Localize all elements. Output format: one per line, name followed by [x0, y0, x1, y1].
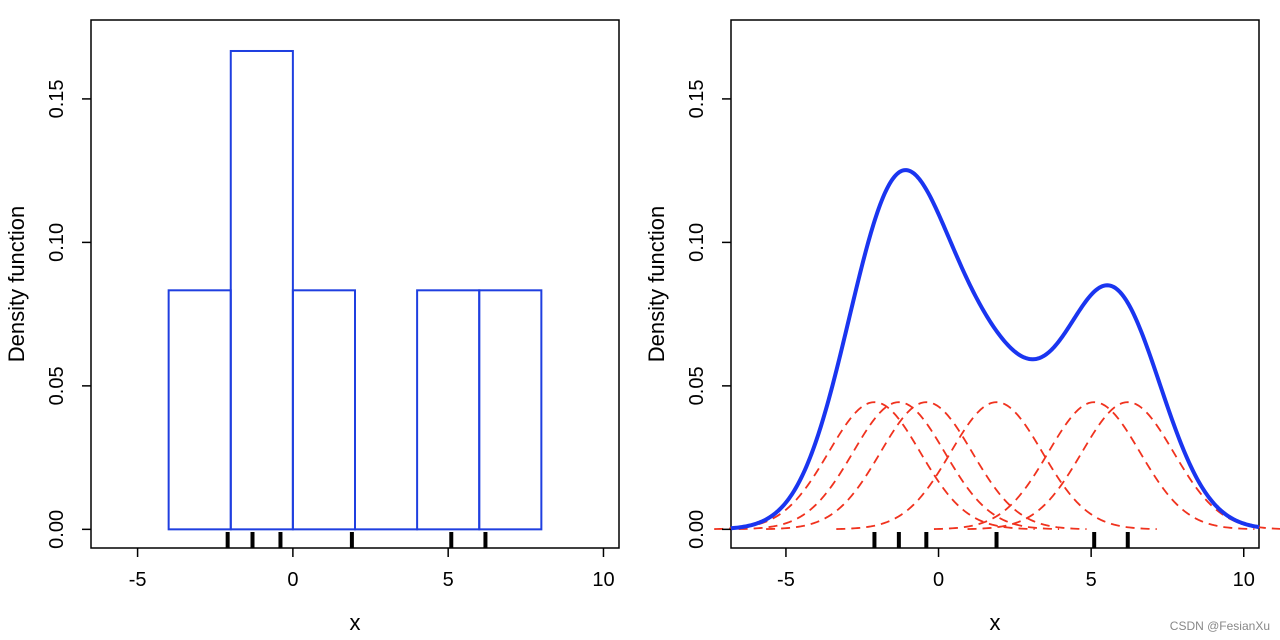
kde-x-axis: -5 0 5 10	[777, 548, 1255, 591]
kde-rug	[872, 532, 1130, 548]
kde-y-tick-label: 0.15	[686, 79, 708, 118]
histogram-x-axis: -5 0 5 10	[129, 548, 615, 591]
kde-kernel-curve	[836, 401, 1157, 530]
histogram-rug	[225, 532, 488, 548]
kde-y-tick-label: 0.10	[686, 223, 708, 262]
kde-y-axis: 0.00 0.05 0.10 0.15	[686, 79, 731, 549]
kde-y-axis-label: Density function	[644, 206, 669, 363]
kde-kernel-curve	[738, 401, 1060, 530]
kde-plot-frame	[730, 19, 1260, 549]
kde-y-tick-label: 0.00	[686, 510, 708, 549]
histogram-bars	[167, 49, 543, 531]
kde-x-tick-label: 0	[933, 569, 944, 591]
histogram-x-tick-label: -5	[129, 569, 147, 591]
kde-curve	[730, 168, 1260, 531]
watermark: CSDN @FesianXu	[1170, 619, 1270, 633]
histogram-y-tick-label: 0.15	[46, 79, 68, 118]
histogram-bar	[229, 49, 294, 531]
kde-x-tick-label: 10	[1233, 569, 1255, 591]
kde-kernel-curve	[714, 401, 1035, 530]
histogram-bar	[478, 289, 543, 531]
kde-curve-group	[730, 168, 1260, 531]
histogram-y-axis-label: Density function	[4, 206, 29, 363]
kde-panel: -5 0 5 10 0.00 0.05 0.10 0.15 x Density functi…	[644, 19, 1280, 635]
kde-x-tick-label: -5	[777, 569, 795, 591]
histogram-y-axis: 0.00 0.05 0.10 0.15	[46, 79, 91, 549]
kde-kernel-curve	[766, 401, 1087, 530]
histogram-x-tick-label: 10	[592, 569, 614, 591]
kde-kernel-curve	[933, 401, 1255, 530]
histogram-bar	[291, 289, 356, 531]
kde-x-tick-label: 5	[1086, 569, 1097, 591]
histogram-x-tick-label: 0	[287, 569, 298, 591]
kde-x-axis-label: x	[990, 610, 1001, 635]
histogram-bar	[167, 289, 232, 531]
histogram-bar	[416, 289, 481, 531]
histogram-x-tick-label: 5	[443, 569, 454, 591]
histogram-panel: -5 0 5 10 0.00 0.05 0.10 0.15 x Density functi…	[4, 19, 620, 635]
histogram-y-tick-label: 0.05	[46, 366, 68, 405]
histogram-x-axis-label: x	[350, 610, 361, 635]
kde-kernels	[714, 401, 1280, 530]
histogram-plot-frame	[90, 19, 620, 549]
kde-y-tick-label: 0.05	[686, 366, 708, 405]
histogram-y-tick-label: 0.10	[46, 223, 68, 262]
histogram-y-tick-label: 0.00	[46, 510, 68, 549]
